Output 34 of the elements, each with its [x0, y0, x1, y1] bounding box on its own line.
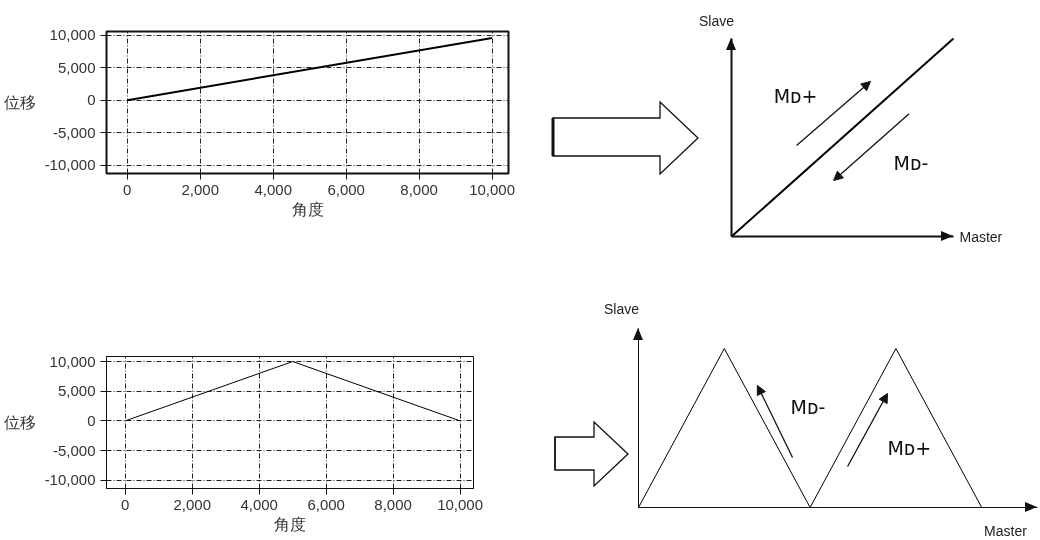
y-tick-label: 0: [87, 411, 96, 429]
x-tick-label: 8,000: [374, 495, 412, 513]
x-tick-label: 4,000: [254, 180, 292, 198]
x-tick-label: 10,000: [437, 495, 484, 513]
y-tick-label: 0: [87, 91, 96, 109]
x-tick-label: 8,000: [400, 180, 438, 198]
y-tick-label: -10,000: [44, 156, 96, 174]
x-tick-label: 4,000: [240, 495, 278, 513]
x-tick-label: 0: [123, 180, 132, 198]
y-tick-label: 5,000: [57, 58, 96, 76]
x-tick-label: 10,000: [469, 180, 516, 198]
y-axis-title: 位移: [3, 413, 36, 432]
y-axis-title: Slave: [698, 12, 735, 29]
x-tick-label: 2,000: [173, 495, 211, 513]
x-axis-title: Master: [984, 522, 1028, 539]
x-tick-label: 6,000: [327, 180, 365, 198]
x-tick-label: 0: [121, 495, 130, 513]
annotation: Mᴅ-: [790, 396, 826, 419]
y-tick-label: 10,000: [49, 26, 96, 44]
y-axis-title: Slave: [603, 300, 640, 317]
annotation: Mᴅ-: [893, 152, 929, 175]
x-tick-label: 6,000: [307, 495, 345, 513]
x-tick-label: 2,000: [181, 180, 220, 198]
y-tick-label: -5,000: [52, 123, 96, 141]
x-axis-title: 角度: [291, 199, 324, 219]
annotation: Mᴅ+: [887, 437, 932, 460]
x-axis-title: 角度: [274, 514, 306, 534]
y-axis-title: 位移: [3, 93, 36, 112]
y-tick-label: 10,000: [49, 352, 96, 370]
y-tick-label: -5,000: [52, 441, 96, 459]
x-axis-title: Master: [959, 228, 1003, 245]
y-tick-label: 5,000: [57, 382, 96, 400]
y-tick-label: -10,000: [44, 471, 96, 489]
annotation: Mᴅ+: [773, 84, 818, 107]
